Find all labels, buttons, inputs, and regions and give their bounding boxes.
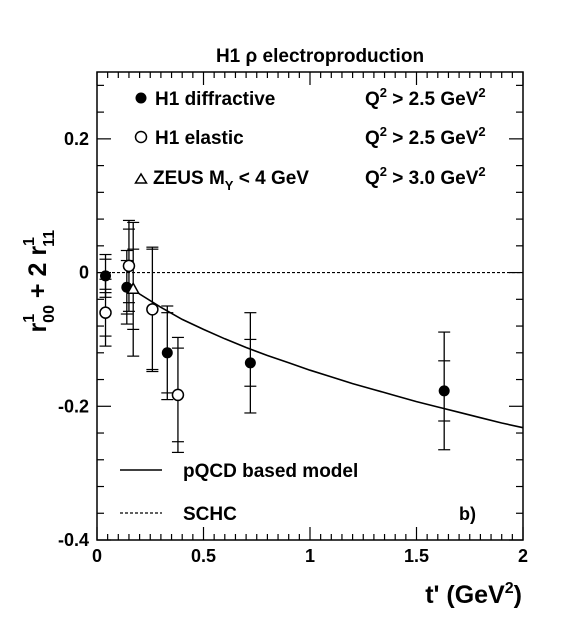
y-tick-label: -0.4 bbox=[58, 530, 89, 550]
data-point-h1-diffractive bbox=[161, 347, 173, 359]
legend-label-pqcd: pQCD based model bbox=[183, 461, 358, 482]
data-point-h1-elastic bbox=[122, 259, 136, 273]
legend-cut-h1-diffractive: Q2 > 2.5 GeV2 bbox=[365, 85, 486, 110]
legend-label-zeus: ZEUS MY < 4 GeV bbox=[153, 168, 309, 193]
data-point-h1-diffractive bbox=[438, 385, 450, 397]
x-tick-label: 0 bbox=[92, 546, 102, 566]
data-point-h1-diffractive bbox=[244, 357, 256, 369]
y-tick-label: 0 bbox=[79, 263, 89, 283]
y-tick-label: -0.2 bbox=[58, 396, 89, 416]
pqcd-curve bbox=[128, 285, 524, 429]
legend-label-h1-elastic: H1 elastic bbox=[155, 128, 244, 149]
lines-layer bbox=[97, 272, 524, 429]
legend-top: H1 diffractive Q2 > 2.5 GeV2 H1 elastic … bbox=[134, 85, 486, 193]
data-point-zeus bbox=[126, 281, 140, 295]
legend-cut-h1-elastic: Q2 > 2.5 GeV2 bbox=[365, 124, 486, 149]
x-tick-label: 0.5 bbox=[191, 546, 216, 566]
chart-title: H1 ρ electroproduction bbox=[216, 46, 424, 67]
legend-label-h1-diffractive: H1 diffractive bbox=[155, 89, 275, 110]
data-point-h1-elastic bbox=[99, 306, 112, 319]
data-point-h1-diffractive bbox=[100, 270, 112, 282]
legend-cut-zeus: Q2 > 3.0 GeV2 bbox=[365, 164, 486, 189]
legend-marker-h1-diffractive bbox=[135, 92, 147, 104]
x-axis-title: t' (GeV2) bbox=[425, 580, 522, 609]
legend-marker-h1-elastic bbox=[134, 130, 148, 144]
legend-bottom: pQCD based model SCHC bbox=[120, 461, 358, 525]
x-tick-label: 1.5 bbox=[404, 546, 429, 566]
errors-layer bbox=[99, 219, 451, 454]
markers-layer bbox=[99, 259, 450, 402]
data-point-h1-elastic bbox=[171, 388, 185, 402]
y-axis-title: r1 00 + 2 r1 11 bbox=[21, 230, 58, 333]
x-tick-label: 1 bbox=[305, 546, 315, 566]
data-point-h1-elastic bbox=[146, 303, 159, 316]
legend-label-schc: SCHC bbox=[183, 504, 237, 525]
panel-label: b) bbox=[459, 504, 476, 524]
ticks-layer: 0 0.5 1 1.5 2 -0.4 -0.2 0 0.2 bbox=[58, 72, 528, 566]
x-tick-label: 2 bbox=[518, 546, 528, 566]
legend-marker-zeus bbox=[134, 172, 148, 184]
y-tick-label: 0.2 bbox=[64, 129, 89, 149]
